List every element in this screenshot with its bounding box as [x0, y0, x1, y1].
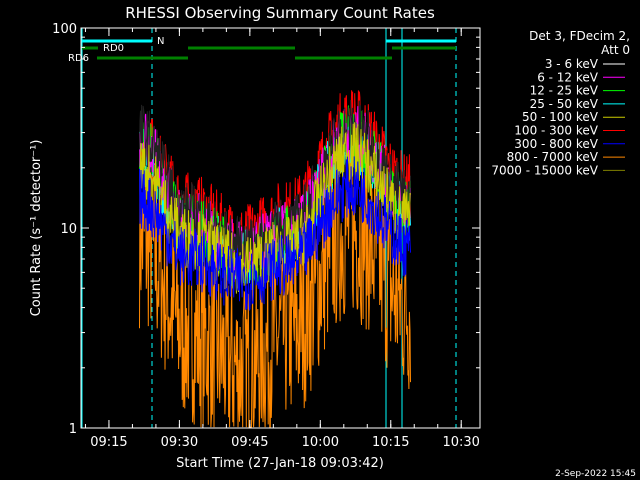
- legend-entry-label: 6 - 12 keV: [537, 70, 599, 84]
- legend-entry-label: 300 - 800 keV: [514, 137, 598, 151]
- x-axis-label: Start Time (27-Jan-18 09:03:42): [176, 456, 384, 471]
- chart-title: RHESSI Observing Summary Count Rates: [125, 4, 435, 22]
- flag-label-rd0: RD0: [103, 43, 124, 54]
- y-tick-label: 1: [69, 422, 77, 437]
- legend-entry-label: 25 - 50 keV: [530, 97, 599, 111]
- legend-entry-label: 100 - 300 keV: [514, 124, 598, 138]
- footer-date: 2-Sep-2022 15:45: [555, 469, 636, 479]
- flag-label-rd6: RD6: [68, 53, 89, 64]
- axis-layer: 1 10 100 09:15 09:30 09:45 10:00 10:15 10:30: [52, 22, 480, 450]
- legend-entry-label: 12 - 25 keV: [530, 84, 599, 98]
- flags-layer: N RD0 RD6: [68, 36, 456, 64]
- y-tick-label: 100: [52, 22, 77, 37]
- series-trace: [139, 156, 411, 312]
- legend-entry-label: 800 - 7000 keV: [507, 150, 599, 164]
- legend-entry-label: 50 - 100 keV: [522, 110, 599, 124]
- x-tick-label: 10:15: [372, 435, 409, 450]
- legend-header: Att 0: [601, 43, 630, 57]
- x-tick-label: 10:30: [442, 435, 479, 450]
- x-tick-label: 09:30: [161, 435, 198, 450]
- x-tick-label: 10:00: [302, 435, 339, 450]
- legend-header: Det 3, FDecim 2,: [529, 29, 630, 43]
- series-layer: [139, 90, 411, 428]
- y-tick-label: 10: [60, 222, 77, 237]
- x-tick-label: 09:45: [231, 435, 268, 450]
- flag-label-n: N: [157, 36, 164, 47]
- legend-entry-label: 7000 - 15000 keV: [491, 163, 598, 177]
- y-axis-label: Count Rate (s⁻¹ detector⁻¹): [29, 140, 44, 317]
- x-tick-label: 09:15: [90, 435, 127, 450]
- legend-entry-label: 3 - 6 keV: [545, 57, 599, 71]
